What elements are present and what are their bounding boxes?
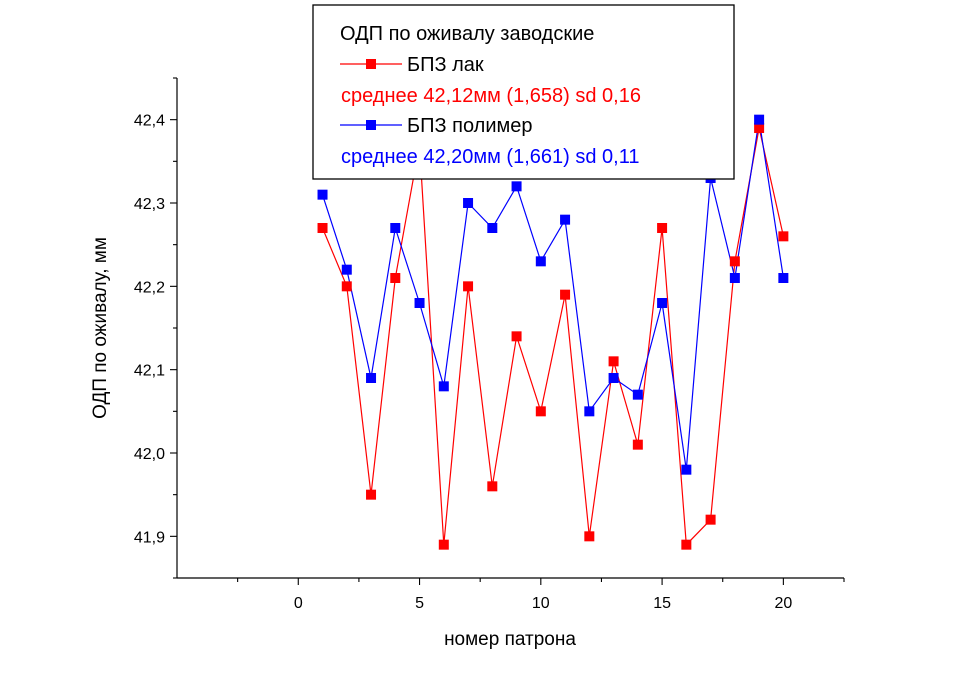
series-1-point (729, 256, 740, 267)
y-tick-label: 42,3 (134, 196, 165, 213)
series-2-point (754, 114, 765, 125)
legend-label-lak: БПЗ лак (407, 54, 484, 76)
y-tick-label: 42,1 (134, 363, 165, 380)
series-1-point (754, 123, 765, 133)
series-1-point (511, 331, 522, 342)
series-1-point (463, 281, 474, 292)
series-1-point (487, 481, 498, 492)
series-line-2 (321, 119, 784, 470)
series-line-1 (321, 127, 784, 547)
series-2-point (511, 181, 522, 192)
series-2-point (463, 198, 474, 208)
series-2-point (414, 298, 425, 308)
y-tick-label: 42,0 (134, 446, 165, 463)
series-2-point (681, 464, 692, 475)
series-1-point (584, 531, 595, 542)
series-2-point (778, 273, 789, 283)
series-1-point (632, 439, 643, 450)
y-tick-label: 42,4 (134, 113, 165, 130)
x-tick-label: 15 (653, 595, 671, 612)
series-2-point (632, 389, 643, 400)
series-1-point (317, 223, 328, 233)
series-1-point (560, 289, 571, 300)
legend-title: ОДП по оживалу заводские (340, 23, 594, 45)
x-tick-label: 5 (415, 595, 424, 612)
series-2-point (438, 381, 449, 392)
legend-marker-polymer (366, 120, 376, 130)
legend: ОДП по оживалу заводские БПЗ лак среднее… (312, 4, 735, 180)
legend-label-polymer: БПЗ полимер (407, 115, 533, 137)
series-1-point (535, 406, 546, 417)
legend-marker-lak (366, 59, 376, 69)
series-1-point (438, 539, 449, 550)
series-1-point (366, 489, 377, 500)
series-1-point (341, 281, 352, 292)
axes: 0 5 10 15 20 41,9 42,0 42,1 42,2 42,3 42,4 (134, 77, 845, 612)
series-layer (317, 114, 789, 550)
series-2-point (657, 298, 668, 308)
series-2-point (584, 406, 595, 417)
legend-note-lak: среднее 42,12мм (1,658) sd 0,16 (341, 85, 641, 107)
series-2-point (366, 373, 377, 383)
legend-note-polymer: среднее 42,20мм (1,661) sd 0,11 (341, 146, 639, 168)
series-2-point (341, 264, 352, 275)
y-axis-title: ОДП по оживалу, мм (90, 237, 111, 419)
series-2-point (560, 214, 571, 225)
series-2-point (535, 256, 546, 267)
series-1-point (778, 231, 789, 242)
series-2-point (729, 273, 740, 283)
y-tick-label: 42,2 (134, 279, 165, 296)
x-tick-label: 10 (532, 595, 550, 612)
y-tick-label: 41,9 (134, 529, 165, 546)
series-1-point (608, 356, 619, 367)
series-1-point (390, 273, 401, 283)
series-2-point (487, 223, 498, 233)
series-2-point (317, 189, 328, 200)
series-1-point (705, 514, 716, 525)
series-2-point (608, 373, 619, 383)
legend-box (312, 4, 735, 180)
x-tick-label: 0 (294, 595, 303, 612)
x-axis-title: номер патрона (444, 629, 576, 650)
series-1-point (657, 223, 668, 233)
x-tick-label: 20 (774, 595, 792, 612)
series-2-point (390, 223, 401, 233)
series-1-point (681, 539, 692, 550)
